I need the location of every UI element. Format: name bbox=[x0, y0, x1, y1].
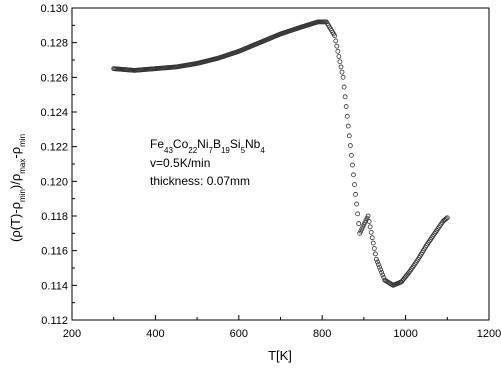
data-point bbox=[372, 251, 378, 257]
data-point bbox=[374, 256, 379, 262]
y-tick-label: 0.122 bbox=[40, 142, 68, 154]
y-axis: 0.112 0.114 0.116 0.118 0.120 0.122 0.124 0.126… bbox=[40, 3, 77, 327]
data-point bbox=[444, 215, 450, 221]
data-point bbox=[345, 123, 351, 129]
data-point bbox=[365, 213, 371, 219]
data-point bbox=[332, 33, 338, 39]
y-tick-label: 0.124 bbox=[40, 107, 68, 119]
annotation-thickness: thickness: 0.07mm bbox=[150, 174, 250, 188]
y-axis-title: (ρ(T)-ρmin)/ρmax-ρmin bbox=[8, 134, 27, 242]
y-tick-label: 0.130 bbox=[40, 3, 68, 15]
data-point bbox=[355, 211, 361, 217]
data-point bbox=[377, 264, 382, 270]
data-point bbox=[342, 94, 348, 100]
x-tick-label: 800 bbox=[313, 328, 331, 340]
data-point bbox=[338, 64, 344, 70]
data-point bbox=[337, 59, 343, 65]
y-tick-label: 0.114 bbox=[41, 280, 68, 292]
x-tick-label: 400 bbox=[146, 328, 164, 340]
x-axis: 200 400 600 800 1000 1200 bbox=[63, 315, 501, 340]
plot-frame bbox=[71, 7, 490, 321]
data-point bbox=[341, 84, 347, 90]
data-point bbox=[348, 152, 354, 158]
data-point bbox=[353, 191, 358, 197]
data-point bbox=[375, 259, 380, 265]
data-point bbox=[336, 54, 342, 59]
y-tick-label: 0.126 bbox=[40, 72, 68, 84]
x-tick-label: 1000 bbox=[393, 328, 417, 340]
data-point bbox=[354, 201, 360, 207]
data-point bbox=[333, 38, 339, 44]
data-point bbox=[352, 182, 357, 187]
data-point bbox=[344, 113, 350, 119]
data-point bbox=[366, 219, 372, 224]
y-tick-label: 0.128 bbox=[40, 38, 68, 50]
data-point bbox=[343, 104, 349, 109]
y-tick-label: 0.120 bbox=[40, 176, 68, 188]
data-point bbox=[443, 216, 449, 222]
data-point bbox=[369, 235, 375, 241]
x-axis-title: T[K] bbox=[268, 348, 292, 363]
data-point bbox=[339, 69, 345, 75]
data-point bbox=[381, 275, 387, 280]
annotation-formula: Fe43Co22Ni7B19Si5Nb4 bbox=[150, 137, 265, 155]
data-point bbox=[346, 133, 352, 139]
data-point bbox=[334, 43, 340, 49]
annotation-block: Fe43Co22Ni7B19Si5Nb4 v=0.5K/min thicknes… bbox=[150, 137, 265, 188]
data-point bbox=[378, 267, 383, 273]
y-tick-label: 0.112 bbox=[41, 315, 68, 327]
data-point bbox=[356, 221, 362, 226]
annotation-rate: v=0.5K/min bbox=[150, 156, 210, 170]
data-points bbox=[111, 19, 450, 288]
data-point bbox=[379, 269, 385, 275]
data-point bbox=[347, 143, 353, 148]
data-point bbox=[351, 172, 356, 178]
x-tick-label: 1200 bbox=[477, 328, 501, 340]
data-point bbox=[340, 74, 346, 80]
data-point bbox=[368, 229, 374, 235]
data-point bbox=[350, 162, 355, 168]
data-point bbox=[376, 262, 381, 267]
x-tick-label: 600 bbox=[230, 328, 248, 340]
y-tick-label: 0.118 bbox=[41, 211, 68, 223]
x-tick-label: 200 bbox=[63, 328, 81, 340]
data-point bbox=[335, 48, 341, 54]
data-point bbox=[367, 224, 373, 230]
data-point bbox=[370, 240, 376, 246]
y-tick-label: 0.116 bbox=[41, 246, 68, 258]
data-point bbox=[371, 246, 377, 251]
data-point bbox=[380, 272, 386, 278]
